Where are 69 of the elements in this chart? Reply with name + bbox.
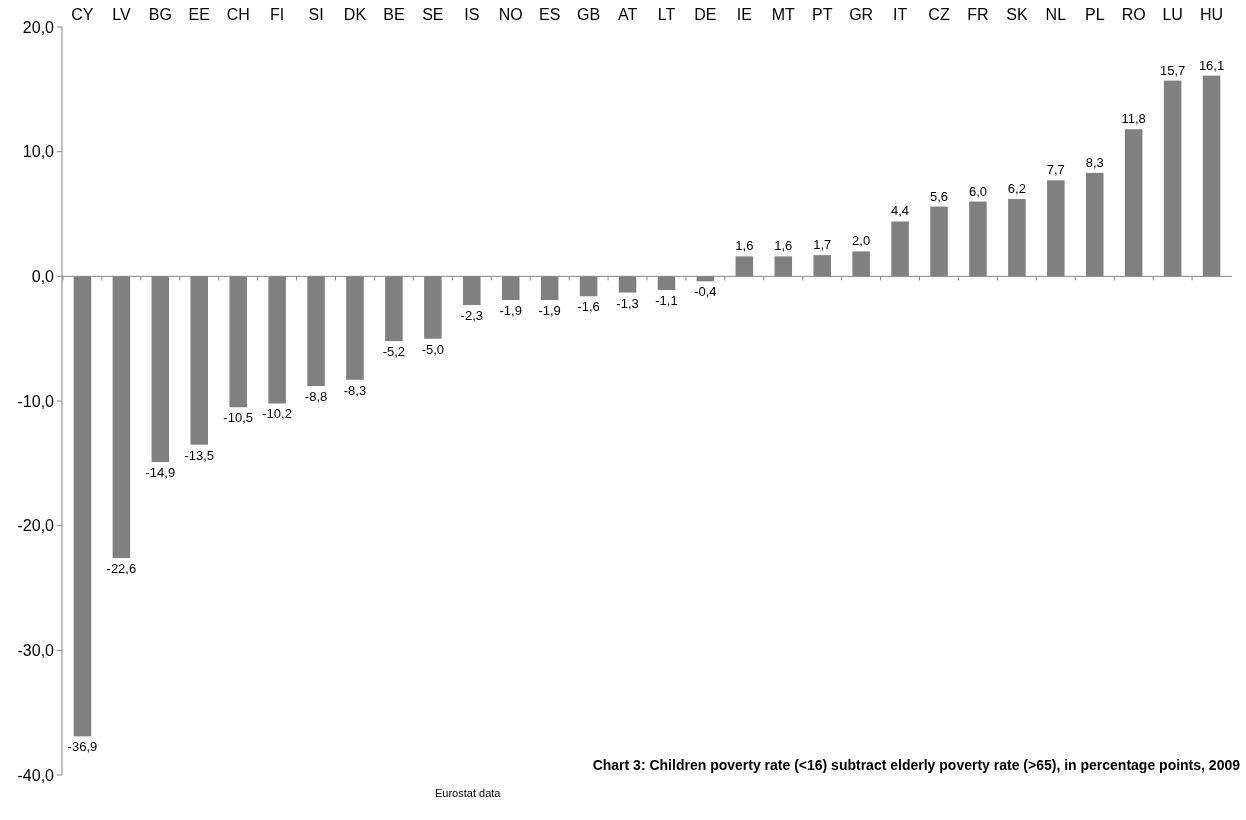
x-tick-label: CH: [226, 6, 250, 23]
x-tick-label: DK: [343, 6, 367, 23]
x-tick-label: LU: [1162, 6, 1183, 23]
data-label: 2,0: [852, 233, 871, 249]
x-tick-label: ES: [538, 6, 561, 23]
x-tick-label: NO: [498, 6, 523, 23]
data-label: 1,7: [813, 237, 832, 253]
x-tick-label: AT: [617, 6, 638, 23]
y-tick-label: 10,0: [22, 143, 55, 161]
y-tick-label: -30,0: [17, 641, 55, 659]
x-tick-label: PL: [1084, 6, 1105, 23]
x-tick-label: EE: [188, 6, 210, 23]
text: Eurostat data: [435, 787, 502, 799]
x-tick-label: DE: [694, 6, 717, 23]
x-tick-label: SK: [1006, 6, 1028, 23]
data-label: 15,7: [1159, 62, 1186, 78]
x-tick-label: SE: [422, 6, 444, 23]
x-tick-label: NL: [1045, 6, 1067, 23]
data-label: -1,1: [655, 293, 678, 309]
x-tick-label: IT: [892, 6, 908, 23]
x-tick-label: IS: [464, 6, 480, 23]
data-label: -5,2: [382, 344, 406, 360]
x-tick-label: GB: [577, 6, 601, 23]
data-label: -8,3: [343, 382, 367, 398]
text: Chart 3: Children poverty rate (<16) subtract elderly poverty rate (>65), in percentage points, 2009: [592, 757, 1241, 773]
x-tick-label: LV: [112, 6, 131, 23]
x-tick-label: CY: [71, 6, 94, 23]
x-tick-label: FR: [967, 6, 989, 23]
y-tick-label: 0,0: [31, 267, 55, 285]
x-tick-label: SI: [308, 6, 324, 23]
data-label: 6,0: [968, 183, 987, 199]
data-label: -10,2: [262, 406, 292, 422]
data-label: 1,6: [774, 238, 793, 254]
data-label: 16,1: [1198, 57, 1225, 73]
data-label: 7,7: [1046, 162, 1065, 178]
y-tick-label: -40,0: [17, 766, 55, 784]
x-tick-label: IE: [736, 6, 752, 23]
x-tick-label: BG: [148, 6, 172, 23]
x-tick-label: GR: [849, 6, 874, 23]
data-label: 1,6: [735, 238, 754, 254]
data-label: -1,3: [616, 295, 639, 311]
x-tick-label: MT: [771, 6, 796, 23]
data-label: -1,9: [499, 303, 522, 319]
data-label: -36,9: [67, 739, 98, 755]
data-label: -10,5: [223, 410, 253, 426]
data-label: 5,6: [929, 188, 949, 204]
data-label: -5,0: [421, 341, 445, 357]
x-tick-label: BE: [383, 6, 405, 23]
data-label: -14,9: [145, 465, 176, 481]
data-label: 6,2: [1007, 181, 1026, 197]
x-tick-label: HU: [1200, 6, 1224, 23]
y-tick-label: -10,0: [17, 392, 55, 410]
data-label: -2,3: [460, 308, 483, 324]
data-label: -22,6: [106, 561, 137, 577]
data-label: 11,8: [1121, 111, 1146, 127]
data-label: -1,9: [538, 303, 561, 319]
x-tick-label: CZ: [928, 6, 950, 23]
data-label: -8,8: [304, 389, 328, 405]
data-label: -13,5: [184, 447, 215, 463]
x-tick-label: RO: [1121, 6, 1146, 23]
y-tick-label: 20,0: [22, 18, 55, 36]
x-tick-label: FI: [270, 6, 285, 23]
data-label: 8,3: [1085, 154, 1104, 170]
data-label: -0,4: [694, 284, 717, 300]
y-tick-label: -20,0: [17, 517, 55, 535]
data-label: 4,4: [891, 203, 910, 219]
x-tick-label: LT: [657, 6, 676, 23]
x-tick-label: PT: [811, 6, 833, 23]
data-label: -1,6: [577, 299, 600, 315]
